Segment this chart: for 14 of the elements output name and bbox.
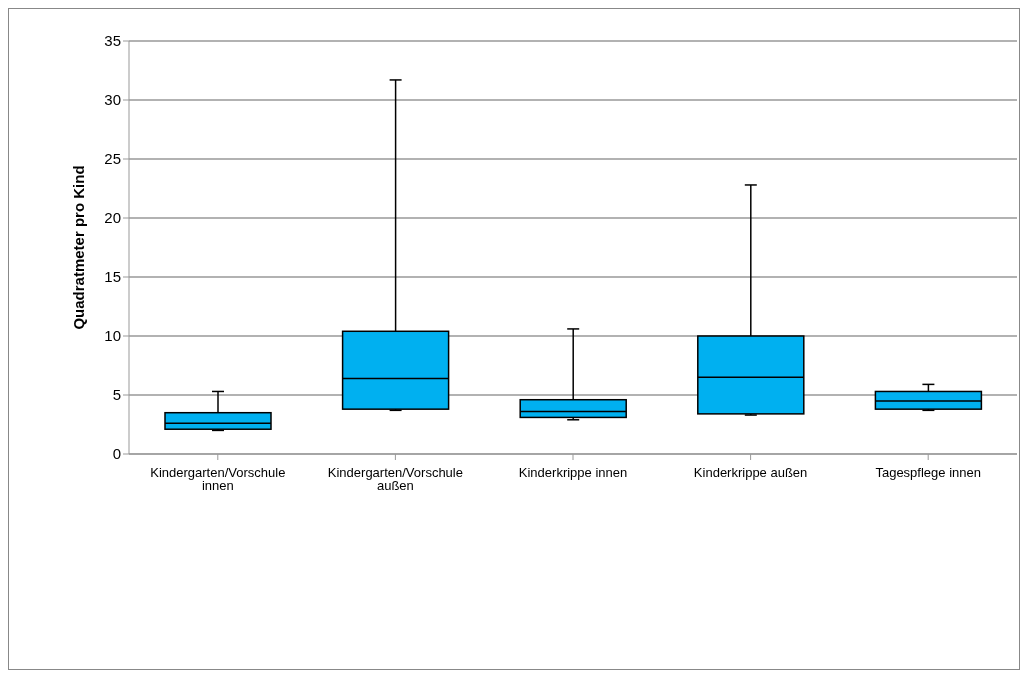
- x-tick-label: Kinderkrippe außen: [693, 465, 808, 481]
- y-tick-label: 10: [104, 327, 121, 345]
- y-tick-label: 0: [112, 445, 121, 463]
- x-tick-label: Kindergarten/Vorschule innen: [150, 465, 286, 494]
- x-tick-label: Kindergarten/Vorschule außen: [327, 465, 463, 494]
- y-tick-label: 5: [112, 386, 121, 404]
- x-tick-label: Kinderkrippe innen: [518, 465, 628, 481]
- y-tick-label: 25: [104, 150, 121, 168]
- y-tick-label: 35: [104, 32, 121, 50]
- y-tick-label: 30: [104, 91, 121, 109]
- y-tick-label: 15: [104, 268, 121, 286]
- y-axis-title: Quadratmeter pro Kind: [70, 165, 88, 330]
- x-tick-label: Tagespflege innen: [875, 465, 981, 481]
- y-tick-label: 20: [104, 209, 121, 227]
